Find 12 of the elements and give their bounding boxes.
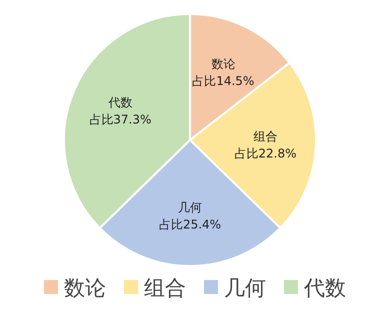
data-label: 占比14.5% (192, 74, 254, 88)
legend-label: 代数 (303, 276, 346, 300)
slice-label: 几何 (178, 200, 202, 215)
legend-label: 几何 (224, 276, 266, 300)
legend-label: 数论 (64, 276, 106, 300)
data-label: 占比22.8% (234, 146, 297, 160)
slice-label: 代数 (107, 96, 132, 110)
slice-label: 组合 (253, 129, 278, 144)
slice-label: 数论 (211, 57, 236, 72)
data-label: 占比25.4% (158, 218, 222, 232)
legend-label: 组合 (144, 276, 186, 300)
data-label: 占比37.3% (89, 112, 152, 127)
